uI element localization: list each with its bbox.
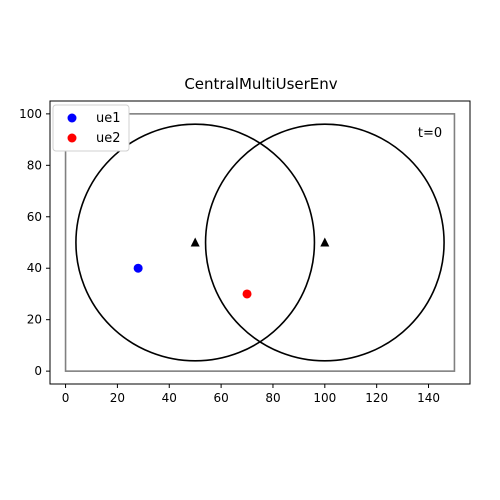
- coverage-circle-bs1: [75, 123, 316, 362]
- x-tick-label: 60: [213, 391, 228, 405]
- chart-title: CentralMultiUserEnv: [184, 75, 337, 93]
- x-tick-label: 120: [365, 391, 388, 405]
- axes: 0 20 40 60 80 100 120 140 0 20 40 60 80 100: [19, 100, 471, 405]
- y-tick-label: 60: [27, 210, 42, 224]
- time-annotation: t=0: [418, 126, 442, 141]
- y-tick-label: 80: [27, 158, 42, 172]
- data-point-ue1: [133, 263, 143, 273]
- area-boundary: [64, 113, 456, 372]
- y-tick-label: 100: [19, 107, 42, 121]
- y-tick-label: 40: [27, 261, 42, 275]
- x-tick-label: 20: [110, 391, 125, 405]
- legend-label-ue1: ue1: [96, 111, 121, 126]
- x-tick-label: 0: [62, 391, 70, 405]
- x-tick-label: 80: [265, 391, 280, 405]
- y-tick-label: 0: [34, 364, 42, 378]
- y-tick-label: 20: [27, 313, 42, 327]
- x-tick-label: 40: [162, 391, 177, 405]
- legend: ue1 ue2: [52, 104, 130, 152]
- base-station-marker-1: [190, 237, 200, 247]
- legend-marker-ue1: [67, 113, 77, 123]
- plot-area: [64, 113, 456, 372]
- coverage-circle-bs2: [204, 123, 445, 362]
- legend-marker-ue2: [67, 133, 77, 143]
- base-station-marker-2: [320, 237, 330, 247]
- axes-frame: [49, 100, 471, 385]
- x-tick-label: 100: [313, 391, 336, 405]
- legend-label-ue2: ue2: [96, 131, 121, 146]
- data-point-ue2: [242, 289, 252, 299]
- x-tick-label: 140: [417, 391, 440, 405]
